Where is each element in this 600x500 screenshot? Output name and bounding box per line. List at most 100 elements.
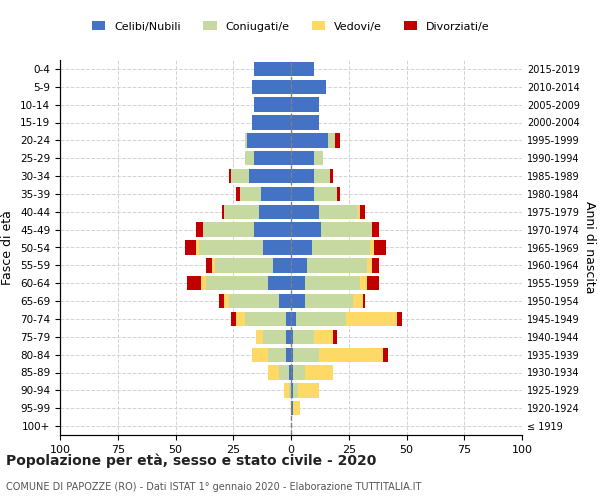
Text: Popolazione per età, sesso e stato civile - 2020: Popolazione per età, sesso e stato civil…	[6, 454, 376, 468]
Bar	[337, 187, 340, 201]
Bar	[293, 366, 305, 380]
Bar	[268, 348, 286, 362]
Y-axis label: Fasce di età: Fasce di età	[1, 210, 14, 285]
Bar	[215, 258, 272, 272]
Bar	[252, 116, 291, 130]
Bar	[196, 240, 199, 254]
Bar	[252, 348, 268, 362]
Bar	[291, 187, 314, 201]
Bar	[296, 312, 346, 326]
Bar	[360, 204, 365, 219]
Bar	[222, 204, 224, 219]
Bar	[305, 294, 353, 308]
Bar	[312, 240, 370, 254]
Bar	[254, 62, 291, 76]
Bar	[212, 258, 215, 272]
Bar	[314, 169, 330, 183]
Bar	[358, 204, 360, 219]
Bar	[367, 276, 379, 290]
Bar	[307, 258, 367, 272]
Bar	[224, 204, 259, 219]
Bar	[247, 133, 291, 148]
Bar	[374, 240, 386, 254]
Bar	[254, 98, 291, 112]
Bar	[231, 312, 236, 326]
Bar	[293, 401, 300, 415]
Bar	[291, 276, 305, 290]
Bar	[206, 258, 212, 272]
Bar	[286, 330, 291, 344]
Bar	[263, 330, 286, 344]
Bar	[367, 258, 372, 272]
Bar	[291, 240, 312, 254]
Bar	[240, 187, 261, 201]
Bar	[291, 366, 293, 380]
Bar	[268, 366, 280, 380]
Text: COMUNE DI PAPOZZE (RO) - Dati ISTAT 1° gennaio 2020 - Elaborazione TUTTITALIA.IT: COMUNE DI PAPOZZE (RO) - Dati ISTAT 1° g…	[6, 482, 421, 492]
Bar	[289, 366, 291, 380]
Bar	[372, 222, 379, 237]
Bar	[291, 80, 326, 94]
Bar	[229, 169, 231, 183]
Bar	[291, 383, 293, 398]
Bar	[254, 222, 291, 237]
Bar	[291, 222, 321, 237]
Bar	[319, 204, 358, 219]
Bar	[280, 294, 291, 308]
Bar	[397, 312, 402, 326]
Bar	[314, 187, 337, 201]
Y-axis label: Anni di nascita: Anni di nascita	[583, 201, 596, 294]
Bar	[370, 240, 374, 254]
Bar	[263, 240, 291, 254]
Bar	[293, 383, 298, 398]
Bar	[291, 330, 293, 344]
Bar	[245, 133, 247, 148]
Bar	[291, 169, 314, 183]
Bar	[268, 276, 291, 290]
Bar	[291, 151, 314, 166]
Bar	[291, 204, 319, 219]
Bar	[353, 294, 362, 308]
Bar	[332, 330, 337, 344]
Bar	[291, 133, 328, 148]
Bar	[286, 348, 291, 362]
Bar	[196, 222, 203, 237]
Bar	[293, 348, 319, 362]
Bar	[236, 187, 240, 201]
Bar	[362, 294, 365, 308]
Bar	[291, 98, 319, 112]
Bar	[291, 312, 296, 326]
Bar	[360, 276, 367, 290]
Bar	[291, 62, 314, 76]
Bar	[250, 169, 291, 183]
Bar	[305, 276, 360, 290]
Bar	[291, 258, 307, 272]
Bar	[220, 294, 224, 308]
Bar	[261, 187, 291, 201]
Bar	[383, 348, 388, 362]
Bar	[236, 312, 245, 326]
Bar	[289, 383, 291, 398]
Bar	[291, 294, 305, 308]
Bar	[314, 330, 332, 344]
Bar	[229, 294, 280, 308]
Bar	[372, 258, 379, 272]
Bar	[187, 276, 201, 290]
Bar	[321, 222, 372, 237]
Bar	[280, 366, 289, 380]
Bar	[291, 348, 293, 362]
Bar	[185, 240, 196, 254]
Bar	[224, 294, 229, 308]
Bar	[245, 312, 286, 326]
Bar	[206, 276, 268, 290]
Bar	[286, 312, 291, 326]
Bar	[346, 312, 397, 326]
Bar	[254, 151, 291, 166]
Bar	[201, 276, 206, 290]
Bar	[284, 383, 289, 398]
Bar	[291, 401, 293, 415]
Bar	[293, 330, 314, 344]
Bar	[245, 151, 254, 166]
Bar	[291, 116, 319, 130]
Bar	[335, 133, 340, 148]
